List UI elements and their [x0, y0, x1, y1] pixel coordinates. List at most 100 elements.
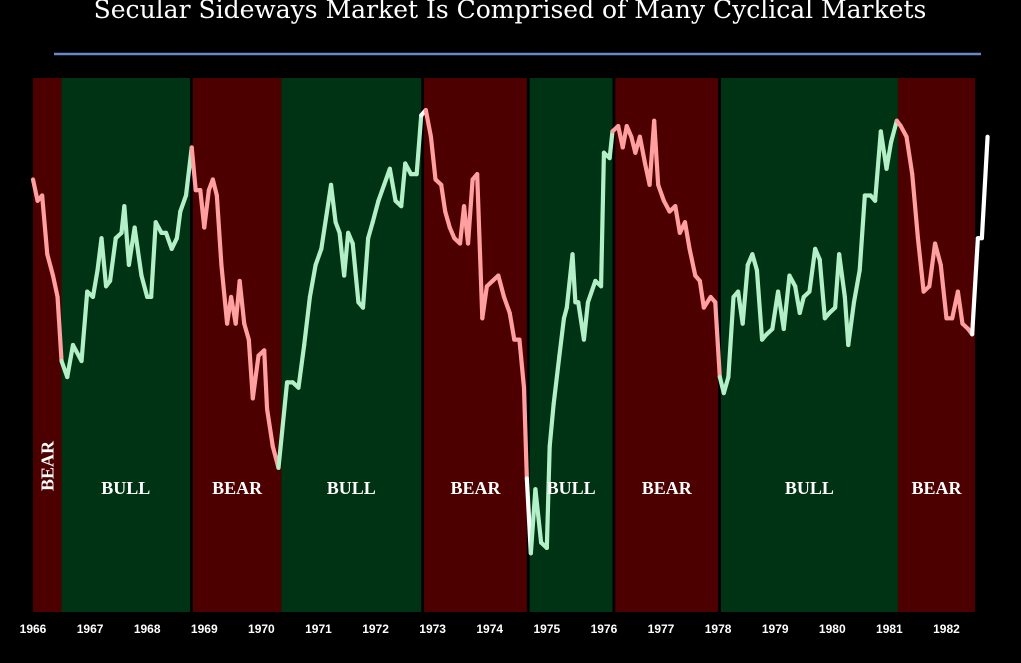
price-segment: [970, 236, 980, 337]
phase-label-0: BEAR: [37, 440, 57, 491]
price-segment: [250, 353, 261, 401]
price-segment: [607, 129, 615, 161]
price-segment: [296, 342, 307, 390]
price-segment: [927, 241, 938, 289]
price-segment: [781, 273, 792, 332]
price-segment: [915, 236, 926, 294]
price-segment: [122, 204, 132, 267]
x-tick-label: 1970: [248, 622, 275, 636]
price-segment: [846, 300, 857, 348]
price-segment: [107, 236, 118, 284]
price-line: [30, 107, 990, 556]
price-segment: [955, 289, 965, 326]
phase-label-5: BULL: [547, 478, 596, 498]
price-segment: [376, 182, 387, 203]
price-segment: [210, 177, 219, 198]
price-segment: [598, 150, 607, 289]
price-segment: [673, 204, 682, 235]
price-segment: [740, 262, 750, 326]
price-segment: [713, 300, 722, 380]
price-segment: [873, 129, 883, 203]
x-tick-label: 1973: [419, 622, 446, 636]
price-segment: [219, 262, 230, 326]
phase-labels: BEAR BULL BEAR BULL BEAR BULL BEAR BULL BEAR: [37, 440, 962, 498]
price-segment: [313, 246, 324, 267]
price-segment: [443, 209, 452, 230]
phase-label-7: BULL: [785, 478, 834, 498]
price-segment: [687, 246, 698, 278]
price-segment: [174, 209, 183, 241]
price-segment: [302, 294, 312, 348]
price-segment: [149, 220, 158, 300]
x-tick-label: 1972: [362, 622, 389, 636]
price-segment: [682, 220, 692, 251]
price-segment: [797, 294, 806, 316]
x-tick-label: 1967: [77, 622, 104, 636]
phase-label-8: BEAR: [911, 478, 962, 498]
x-tick-label: 1976: [591, 622, 618, 636]
price-segment: [938, 262, 949, 321]
price-segment: [350, 241, 361, 305]
price-segment: [189, 145, 198, 193]
price-segment: [547, 401, 556, 449]
price-segment: [242, 321, 251, 342]
price-segment: [132, 225, 144, 278]
price-segment: [414, 113, 424, 177]
phase-label-4: BEAR: [450, 478, 501, 498]
x-tick-label: 1982: [933, 622, 960, 636]
price-segment: [262, 348, 270, 412]
price-segment: [501, 294, 512, 316]
price-segment: [551, 353, 562, 406]
price-segment: [750, 252, 760, 273]
x-tick-label: 1969: [191, 622, 218, 636]
price-segment: [178, 193, 189, 214]
phase-band-0: [33, 78, 62, 612]
price-segment: [910, 172, 921, 241]
price-segment: [79, 289, 90, 364]
price-segment: [276, 380, 290, 470]
price-segment: [521, 385, 529, 481]
price-segment: [55, 294, 64, 364]
price-segment: [857, 193, 867, 273]
phase-band-2: [192, 78, 282, 612]
phase-label-3: BULL: [327, 478, 376, 498]
price-segment: [904, 134, 915, 177]
x-tick-label: 1978: [705, 622, 732, 636]
price-segment: [370, 198, 381, 225]
price-segment: [139, 273, 150, 300]
price-segment: [932, 241, 943, 267]
phase-band-5: [529, 78, 613, 612]
price-segment: [399, 161, 408, 209]
price-segment: [99, 236, 109, 289]
phase-band-6: [615, 78, 719, 612]
price-segment: [697, 278, 706, 310]
price-segment: [884, 139, 894, 171]
price-segment: [328, 182, 338, 225]
price-segment: [50, 273, 60, 300]
price-segment: [851, 268, 862, 305]
x-tick-label: 1981: [876, 622, 903, 636]
price-segment: [264, 406, 275, 449]
phase-label-1: BULL: [101, 478, 150, 498]
price-segment: [585, 278, 598, 305]
price-segment: [202, 188, 211, 230]
price-segment: [721, 374, 731, 396]
price-segment: [65, 342, 76, 380]
x-tick-label: 1979: [762, 622, 789, 636]
price-segment: [307, 262, 318, 300]
price-segment: [652, 118, 661, 187]
price-segment: [544, 444, 552, 551]
price-segment: [387, 166, 398, 203]
price-segment: [754, 268, 765, 342]
price-segment: [45, 252, 56, 278]
x-tick-label: 1968: [134, 622, 161, 636]
price-segment: [360, 236, 371, 310]
x-tick-label: 1966: [20, 622, 47, 636]
price-segment: [40, 193, 50, 257]
phase-label-2: BEAR: [212, 478, 263, 498]
price-segment: [475, 172, 485, 321]
x-tick-label: 1971: [305, 622, 332, 636]
price-segment: [423, 107, 434, 139]
price-segment: [807, 246, 818, 294]
phase-bands: [33, 78, 976, 612]
